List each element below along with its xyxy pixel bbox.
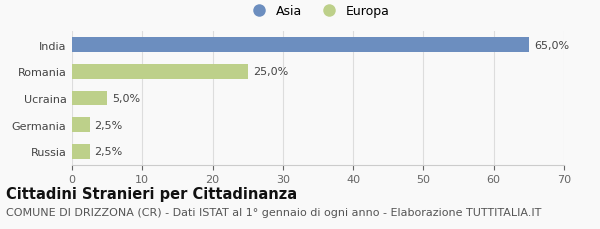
Text: 65,0%: 65,0% bbox=[534, 40, 569, 50]
Text: COMUNE DI DRIZZONA (CR) - Dati ISTAT al 1° gennaio di ogni anno - Elaborazione T: COMUNE DI DRIZZONA (CR) - Dati ISTAT al … bbox=[6, 207, 541, 217]
Bar bbox=[72, 118, 89, 132]
Text: 5,0%: 5,0% bbox=[112, 93, 140, 104]
Bar bbox=[72, 144, 89, 159]
Legend: Asia, Europa: Asia, Europa bbox=[242, 0, 394, 23]
Bar bbox=[72, 65, 248, 79]
Text: Cittadini Stranieri per Cittadinanza: Cittadini Stranieri per Cittadinanza bbox=[6, 187, 297, 202]
Text: 2,5%: 2,5% bbox=[94, 147, 123, 157]
Bar bbox=[72, 38, 529, 53]
Text: 2,5%: 2,5% bbox=[94, 120, 123, 130]
Text: 25,0%: 25,0% bbox=[253, 67, 288, 77]
Bar bbox=[72, 91, 107, 106]
